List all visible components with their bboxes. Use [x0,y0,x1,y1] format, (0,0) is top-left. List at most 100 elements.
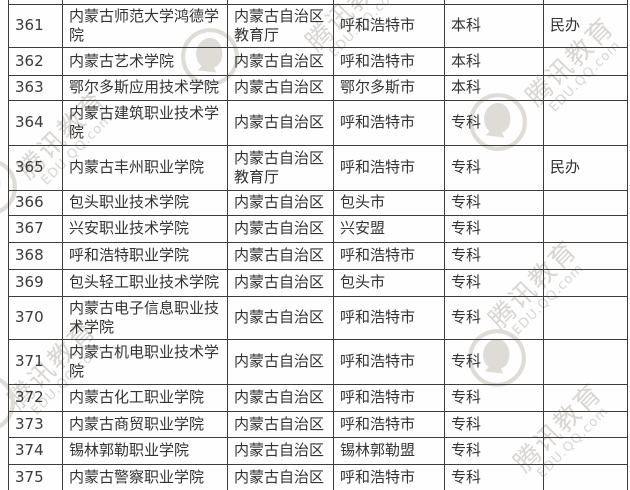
cell-remark [543,268,628,297]
cell-level: 专科 [444,410,544,438]
cell-remark [543,295,628,340]
cell-department: 内蒙古自治区 [227,338,334,385]
cell-level: 本科 [444,3,544,48]
cell-school-name: 包头轻工职业技术学院 [62,268,228,297]
table-row: 362 内蒙古艺术学院 内蒙古自治区 呼和浩特市 本科 [8,46,628,76]
cell-number: 365 [8,144,63,191]
table-row: 365 内蒙古丰州职业学院 内蒙古自治区教育厅 呼和浩特市 专科 民办 [8,144,628,191]
cell-city: 呼和浩特市 [333,338,445,385]
cell-remark [543,214,628,243]
cell-city: 兴安盟 [333,214,445,243]
cell-number: 372 [8,383,63,412]
cell-level: 专科 [444,99,544,146]
cell-city: 呼和浩特市 [333,144,445,191]
table-row: 368 呼和浩特职业学院 内蒙古自治区 呼和浩特市 专科 [8,241,628,270]
cell-level: 专科 [444,241,544,270]
cell-level: 专科 [444,383,544,412]
cell-city: 呼和浩特市 [333,3,445,48]
cell-level: 本科 [444,46,544,76]
cell-department: 内蒙古自治区 [227,46,334,76]
cell-department: 内蒙古自治区 [227,295,334,340]
cell-department: 内蒙古自治区 [227,189,334,216]
cell-level: 专科 [444,436,544,465]
cell-department: 内蒙古自治区 [227,436,334,465]
cell-remark [543,338,628,385]
cell-level: 专科 [444,144,544,191]
cell-department: 内蒙古自治区 [227,241,334,270]
cell-school-name: 内蒙古丰州职业学院 [62,144,228,191]
cell-department: 内蒙古自治区 [227,74,334,101]
cell-number: 370 [8,295,63,340]
cell-city: 包头市 [333,189,445,216]
cell-department: 内蒙古自治区 [227,463,334,490]
cell-number: 363 [8,74,63,101]
cell-city: 呼和浩特市 [333,99,445,146]
cell-remark [543,463,628,490]
cell-school-name: 内蒙古商贸职业学院 [62,410,228,438]
cell-number: 367 [8,214,63,243]
cell-level: 专科 [444,338,544,385]
cell-school-name: 包头职业技术学院 [62,189,228,216]
cell-number: 361 [8,3,63,48]
cell-school-name: 内蒙古艺术学院 [62,46,228,76]
cell-school-name: 内蒙古警察职业学院 [62,463,228,490]
table-row: 369 包头轻工职业技术学院 内蒙古自治区 包头市 专科 [8,268,628,297]
table-body: 361 内蒙古师范大学鸿德学院 内蒙古自治区教育厅 呼和浩特市 本科 民办 36… [8,0,628,490]
cell-level: 专科 [444,463,544,490]
table-row: 364 内蒙古建筑职业技术学院 内蒙古自治区 呼和浩特市 专科 [8,99,628,146]
cell-school-name: 内蒙古化工职业学院 [62,383,228,412]
cell-school-name: 内蒙古建筑职业技术学院 [62,99,228,146]
cell-city: 包头市 [333,268,445,297]
cell-city: 呼和浩特市 [333,241,445,270]
cell-school-name: 呼和浩特职业学院 [62,241,228,270]
table-row: 361 内蒙古师范大学鸿德学院 内蒙古自治区教育厅 呼和浩特市 本科 民办 [8,3,628,48]
cell-number: 373 [8,410,63,438]
cell-level: 本科 [444,74,544,101]
cell-number: 371 [8,338,63,385]
cell-level: 专科 [444,189,544,216]
cell-school-name: 内蒙古机电职业技术学院 [62,338,228,385]
cell-number: 369 [8,268,63,297]
table-row: 373 内蒙古商贸职业学院 内蒙古自治区 呼和浩特市 专科 [8,410,628,438]
table-row: 371 内蒙古机电职业技术学院 内蒙古自治区 呼和浩特市 专科 [8,338,628,385]
cell-school-name: 内蒙古电子信息职业技术学院 [62,295,228,340]
cell-department: 内蒙古自治区 [227,410,334,438]
cell-city: 呼和浩特市 [333,46,445,76]
cell-remark [543,436,628,465]
table-row: 372 内蒙古化工职业学院 内蒙古自治区 呼和浩特市 专科 [8,383,628,412]
cell-remark [543,383,628,412]
table-row: 370 内蒙古电子信息职业技术学院 内蒙古自治区 呼和浩特市 专科 [8,295,628,340]
table-row: 366 包头职业技术学院 内蒙古自治区 包头市 专科 [8,189,628,216]
cell-department: 内蒙古自治区 [227,383,334,412]
cell-city: 锡林郭勒盟 [333,436,445,465]
cell-remark [543,241,628,270]
cell-school-name: 兴安职业技术学院 [62,214,228,243]
cell-department: 内蒙古自治区 [227,268,334,297]
cell-number: 368 [8,241,63,270]
cell-school-name: 鄂尔多斯应用技术学院 [62,74,228,101]
university-table: 361 内蒙古师范大学鸿德学院 内蒙古自治区教育厅 呼和浩特市 本科 民办 36… [8,0,628,490]
cell-city: 呼和浩特市 [333,410,445,438]
cell-city: 鄂尔多斯市 [333,74,445,101]
cell-remark: 民办 [543,3,628,48]
cell-remark [543,74,628,101]
cell-city: 呼和浩特市 [333,383,445,412]
cell-department: 内蒙古自治区教育厅 [227,144,334,191]
table-row: 375 内蒙古警察职业学院 内蒙古自治区 呼和浩特市 专科 [8,463,628,490]
cell-level: 专科 [444,295,544,340]
cell-school-name: 内蒙古师范大学鸿德学院 [62,3,228,48]
cell-number: 364 [8,99,63,146]
cell-city: 呼和浩特市 [333,295,445,340]
cell-remark [543,410,628,438]
cell-department: 内蒙古自治区教育厅 [227,3,334,48]
cell-school-name: 锡林郭勒职业学院 [62,436,228,465]
cell-number: 362 [8,46,63,76]
cell-number: 375 [8,463,63,490]
cell-department: 内蒙古自治区 [227,99,334,146]
cell-city: 呼和浩特市 [333,463,445,490]
table-row: 374 锡林郭勒职业学院 内蒙古自治区 锡林郭勒盟 专科 [8,436,628,465]
cell-remark: 民办 [543,144,628,191]
cell-number: 374 [8,436,63,465]
cell-remark [543,99,628,146]
